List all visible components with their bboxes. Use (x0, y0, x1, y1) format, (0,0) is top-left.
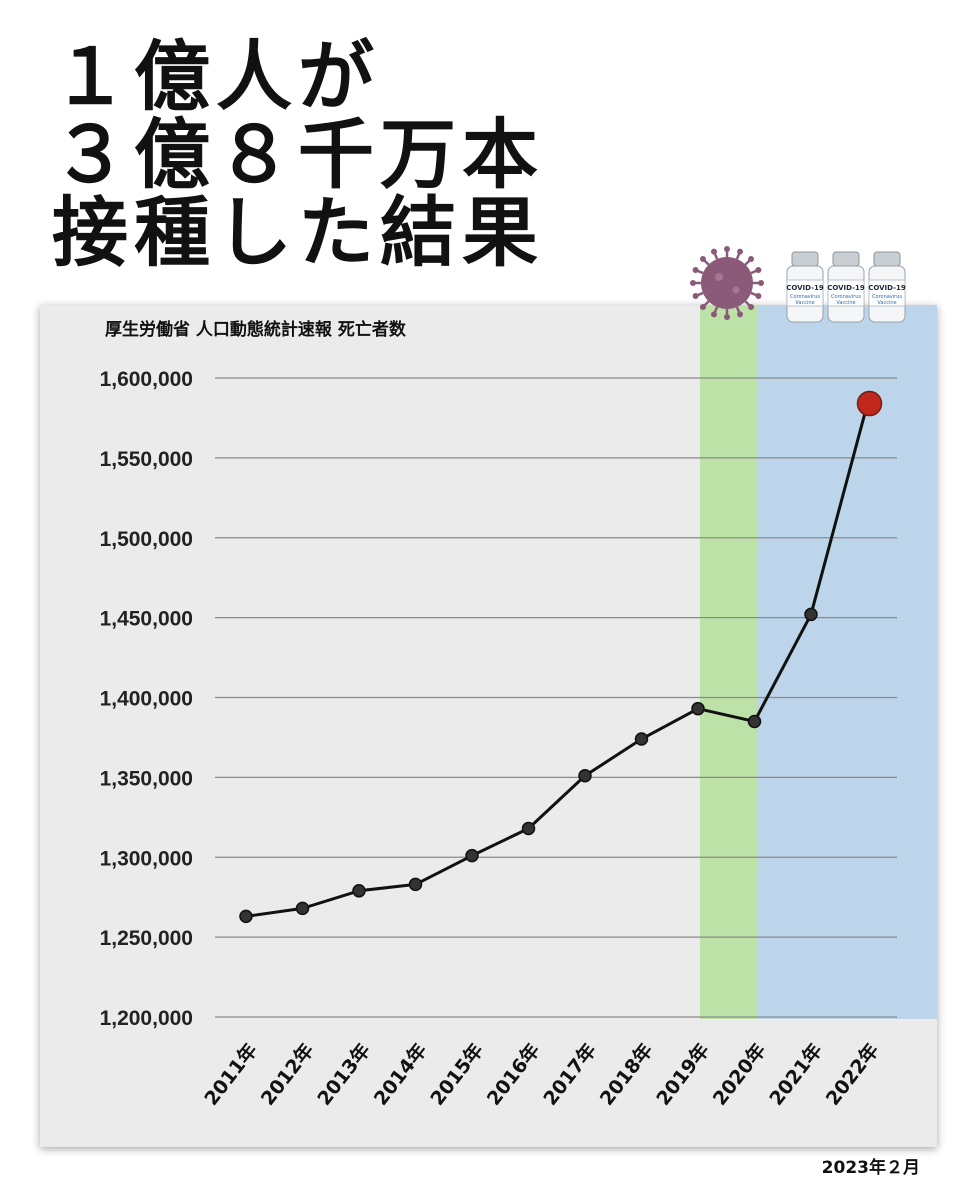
x-tick-label: 2015年 (426, 1039, 488, 1110)
x-tick-label: 2020年 (708, 1039, 770, 1110)
chart-title: 厚生労働省 人口動態統計速報 死亡者数 (105, 319, 407, 340)
data-point (634, 732, 649, 746)
y-tick-label: 1,350,000 (100, 767, 193, 790)
x-tick-label: 2022年 (821, 1039, 883, 1110)
headline-line-3: 接種した結果 (52, 188, 544, 277)
data-point (804, 607, 818, 622)
vial-label-line1: Coronavirus (790, 294, 820, 300)
vial-brand-label: COVID-19 (786, 284, 824, 292)
y-tick-label: 1,400,000 (100, 688, 193, 711)
vial-label-line1: Coronavirus (872, 294, 902, 300)
headline-line-1: １億人が (52, 32, 380, 121)
y-tick-label: 1,550,000 (100, 448, 193, 471)
y-tick-label: 1,250,000 (100, 927, 193, 950)
data-point-latest (856, 390, 883, 417)
covid-period-band (700, 305, 758, 1019)
data-point (521, 821, 536, 836)
y-tick-label: 1,450,000 (100, 608, 193, 631)
data-point (747, 714, 762, 729)
x-tick-label: 2019年 (652, 1039, 714, 1110)
y-tick-label: 1,500,000 (100, 528, 193, 551)
data-point (295, 901, 310, 916)
x-tick-label: 2013年 (313, 1039, 375, 1110)
data-point (578, 769, 592, 783)
coronavirus-icon (690, 246, 764, 320)
data-point (408, 877, 423, 892)
x-tick-label: 2018年 (595, 1039, 657, 1110)
data-point (691, 701, 705, 716)
data-point (465, 848, 479, 863)
vial-brand-label: COVID-19 (868, 284, 906, 292)
y-tick-label: 1,600,000 (100, 368, 193, 391)
x-tick-label: 2011年 (200, 1039, 262, 1110)
x-tick-label: 2016年 (482, 1039, 544, 1110)
data-point (352, 884, 366, 898)
vial-label-line2: Vaccine (877, 300, 896, 306)
series-line (245, 403, 869, 918)
y-tick-label: 1,300,000 (100, 847, 193, 870)
headline: １億人が ３億８千万本 接種した結果 (52, 38, 544, 272)
vaccine-period-band (758, 305, 937, 1019)
y-tick-label: 1,200,000 (100, 1007, 193, 1030)
headline-line-2: ３億８千万本 (52, 110, 544, 199)
x-tick-label: 2017年 (539, 1039, 601, 1110)
x-tick-label: 2021年 (765, 1039, 827, 1110)
x-tick-label: 2014年 (369, 1039, 431, 1110)
vial-label-line1: Coronavirus (831, 294, 861, 300)
x-tick-label: 2012年 (256, 1039, 318, 1110)
vial-label-line2: Vaccine (836, 300, 855, 306)
vial-brand-label: COVID-19 (827, 284, 865, 292)
data-point (239, 909, 253, 924)
date-note: 2023年２月 (821, 1158, 920, 1178)
vial-label-line2: Vaccine (795, 300, 814, 306)
